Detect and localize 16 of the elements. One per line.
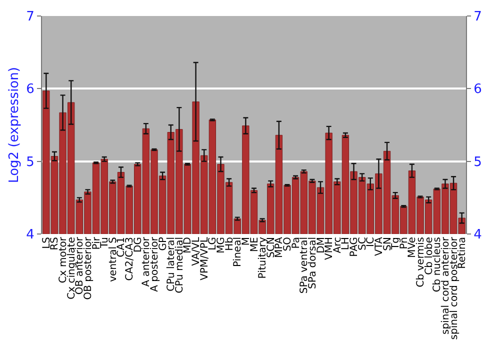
x-tick-label: Tg [390,237,402,250]
y2-tick-label: 5 [474,154,482,170]
x-tick-label: OB posterior [82,236,94,300]
y-tick-label: 6 [26,82,34,98]
x-tick-label: Retina [457,237,468,269]
y2-tick-label: 7 [474,10,482,25]
y2-tick-label: 4 [474,228,482,243]
y-tick-label: 5 [26,154,34,170]
y2-tick-label: 6 [474,82,482,98]
x-tick-label: ME [249,237,260,252]
x-tick-label: Pituitary [258,236,269,279]
x-tick-label: A posterior [149,236,160,292]
y-tick-label: 4 [26,228,34,243]
y-tick-label: 7 [26,10,34,25]
y-axis-title: Log2 (expression) [7,67,22,183]
x-tick-label: spinal cord posterior [448,236,460,340]
